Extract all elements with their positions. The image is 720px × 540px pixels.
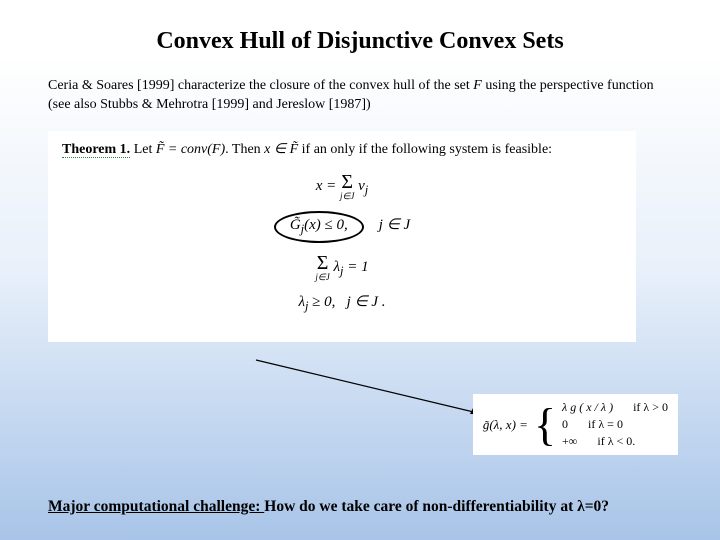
eq3-eq1: = 1 bbox=[343, 259, 368, 275]
eq3-limit: j∈J bbox=[315, 273, 329, 282]
case-1: λ g ( x / λ ) if λ > 0 bbox=[562, 400, 668, 415]
theorem-then: . Then bbox=[225, 142, 264, 157]
slide: Convex Hull of Disjunctive Convex Sets C… bbox=[0, 0, 720, 540]
sum-icon: Σj∈J bbox=[340, 172, 354, 201]
case2-val: 0 bbox=[562, 417, 568, 432]
case-2: 0 if λ = 0 bbox=[562, 417, 668, 432]
eq4-geq: ≥ 0, bbox=[308, 294, 335, 310]
eq1-limit: j∈J bbox=[340, 192, 354, 201]
intro-set-F: F bbox=[473, 78, 482, 93]
equation-3: Σj∈J λj = 1 bbox=[62, 253, 622, 282]
eq3-lambda: λ bbox=[330, 259, 340, 275]
circled-constraint: G̃j(x) ≤ 0, bbox=[274, 211, 364, 243]
cases: λ g ( x / λ ) if λ > 0 0 if λ = 0 +∞ if λ <… bbox=[562, 400, 668, 449]
eq4-domain: j ∈ J . bbox=[347, 294, 386, 310]
sum-icon: Σj∈J bbox=[315, 253, 329, 282]
perspective-definition: g̃(λ, x) = { λ g ( x / λ ) if λ > 0 0 if λ… bbox=[483, 400, 668, 449]
slide-title: Convex Hull of Disjunctive Convex Sets bbox=[48, 28, 672, 55]
equation-4: λj ≥ 0, j ∈ J . bbox=[62, 292, 622, 314]
theorem-def: F̃ = conv(F) bbox=[156, 142, 225, 157]
theorem-box: Theorem 1. Let F̃ = conv(F). Then x ∈ F̃… bbox=[48, 131, 636, 342]
case2-cond: if λ = 0 bbox=[588, 417, 623, 432]
theorem-statement: Theorem 1. Let F̃ = conv(F). Then x ∈ F̃… bbox=[62, 141, 622, 158]
case1-val: λ g ( x / λ ) bbox=[562, 400, 613, 415]
eq1-lhs: x = bbox=[316, 178, 340, 194]
case1-cond: if λ > 0 bbox=[633, 400, 668, 415]
case3-cond: if λ < 0. bbox=[597, 434, 635, 449]
intro-text-a: Ceria & Soares [1999] characterize the c… bbox=[48, 78, 473, 93]
challenge-line: Major computational challenge: How do we… bbox=[48, 498, 672, 516]
eq2-G: G̃ bbox=[290, 217, 301, 233]
brace-icon: { bbox=[534, 406, 556, 444]
intro-paragraph: Ceria & Soares [1999] characterize the c… bbox=[48, 77, 672, 115]
eq2-domain: j ∈ J bbox=[379, 217, 410, 233]
equation-2: G̃j(x) ≤ 0, j ∈ J bbox=[62, 211, 622, 243]
pers-lhs: g̃(λ, x) = bbox=[483, 417, 528, 433]
eq2-body: (x) ≤ 0, bbox=[304, 217, 348, 233]
case-3: +∞ if λ < 0. bbox=[562, 434, 668, 449]
perspective-definition-box: g̃(λ, x) = { λ g ( x / λ ) if λ > 0 0 if λ… bbox=[473, 394, 678, 455]
challenge-text: How do we take care of non-differentiabi… bbox=[264, 498, 609, 515]
challenge-label: Major computational challenge: bbox=[48, 498, 264, 515]
theorem-cond: x ∈ F̃ bbox=[264, 142, 298, 157]
eq1-nu: ν bbox=[354, 178, 364, 194]
eq1-sub: j bbox=[365, 183, 368, 197]
theorem-let: Let bbox=[130, 142, 156, 157]
equation-1: x = Σj∈J νj bbox=[62, 172, 622, 201]
case3-val: +∞ bbox=[562, 434, 577, 449]
theorem-label: Theorem 1. bbox=[62, 142, 130, 158]
theorem-iff: if an only if the following system is fe… bbox=[298, 142, 552, 157]
